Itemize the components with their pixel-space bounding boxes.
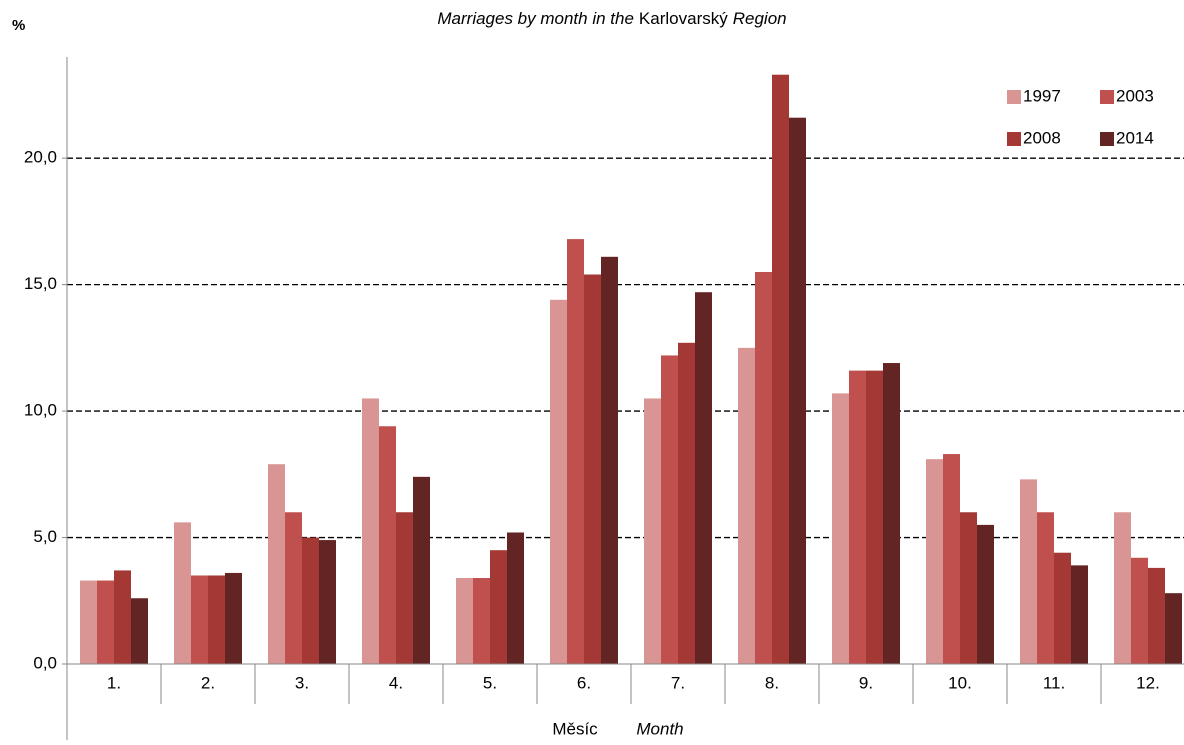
- x-tick-label: 12.: [1136, 673, 1160, 692]
- legend-label: 2003: [1116, 86, 1154, 105]
- bar: [1071, 565, 1088, 664]
- bar: [738, 347, 755, 664]
- bar: [832, 393, 849, 664]
- bar: [789, 117, 806, 664]
- bar: [490, 550, 507, 664]
- bar: [926, 459, 943, 664]
- bar: [601, 256, 618, 664]
- y-tick-label: 10,0: [24, 401, 57, 420]
- bar: [661, 355, 678, 664]
- bar: [695, 292, 712, 664]
- x-tick-label: 6.: [577, 673, 591, 692]
- bar: [362, 398, 379, 664]
- bar: [755, 271, 772, 664]
- bar: [507, 532, 524, 664]
- bar: [1148, 567, 1165, 664]
- bar: [883, 363, 900, 664]
- legend-label: 2008: [1023, 128, 1061, 147]
- y-tick-label: 0,0: [33, 653, 57, 672]
- chart-subtitle: Marriages by month in the Karlovarský Regi…: [437, 9, 786, 28]
- bar: [1020, 479, 1037, 664]
- legend-label: 2014: [1116, 128, 1154, 147]
- bar: [1131, 557, 1148, 664]
- x-tick-label: 7.: [671, 673, 685, 692]
- legend-swatch: [1007, 132, 1021, 146]
- x-tick-label: 9.: [859, 673, 873, 692]
- x-tick-label: 11.: [1043, 673, 1065, 692]
- x-axis-label: Měsíc: [552, 719, 598, 738]
- x-axis-label-en: Month: [636, 719, 683, 738]
- subtitle-part: Region: [733, 9, 787, 28]
- bar: [977, 524, 994, 664]
- bar: [208, 575, 225, 664]
- bar: [413, 476, 430, 664]
- bar: [678, 342, 695, 664]
- bar: [80, 580, 97, 664]
- bar: [302, 537, 319, 664]
- y-axis-label: %: [12, 17, 25, 34]
- bar: [131, 598, 148, 664]
- bar: [550, 299, 567, 664]
- bar: [379, 426, 396, 664]
- bar: [1054, 552, 1071, 664]
- bar: [396, 512, 413, 664]
- y-tick-label: 5,0: [33, 527, 57, 546]
- bar: [866, 370, 883, 664]
- y-tick-label: 20,0: [24, 148, 57, 167]
- x-tick-label: 1.: [107, 673, 121, 692]
- bar: [456, 578, 473, 664]
- bar: [473, 578, 490, 664]
- bar: [114, 570, 131, 664]
- x-tick-label: 5.: [483, 673, 497, 692]
- legend-swatch: [1007, 90, 1021, 104]
- x-tick-label: 3.: [295, 673, 309, 692]
- bar: [174, 522, 191, 664]
- bar: [191, 575, 208, 664]
- legend-swatch: [1100, 90, 1114, 104]
- bar: [1165, 593, 1182, 664]
- bar: [97, 580, 114, 664]
- bar: [849, 370, 866, 664]
- bar: [225, 572, 242, 664]
- bar: [943, 454, 960, 664]
- subtitle-part: Karlovarský: [639, 9, 728, 28]
- legend-label: 1997: [1023, 86, 1061, 105]
- x-tick-label: 2.: [201, 673, 215, 692]
- bar: [1114, 512, 1131, 664]
- bar: [268, 464, 285, 664]
- x-tick-label: 10.: [948, 673, 972, 692]
- bar: [1037, 512, 1054, 664]
- subtitle-part: Marriages by month in the: [437, 9, 634, 28]
- bar: [285, 512, 302, 664]
- bar: [960, 512, 977, 664]
- y-tick-label: 15,0: [24, 274, 57, 293]
- legend-swatch: [1100, 132, 1114, 146]
- bar: [644, 398, 661, 664]
- bar: [584, 274, 601, 664]
- bar: [772, 74, 789, 665]
- bar: [319, 540, 336, 664]
- x-tick-label: 4.: [389, 673, 403, 692]
- bar: [567, 239, 584, 664]
- x-tick-label: 8.: [765, 673, 779, 692]
